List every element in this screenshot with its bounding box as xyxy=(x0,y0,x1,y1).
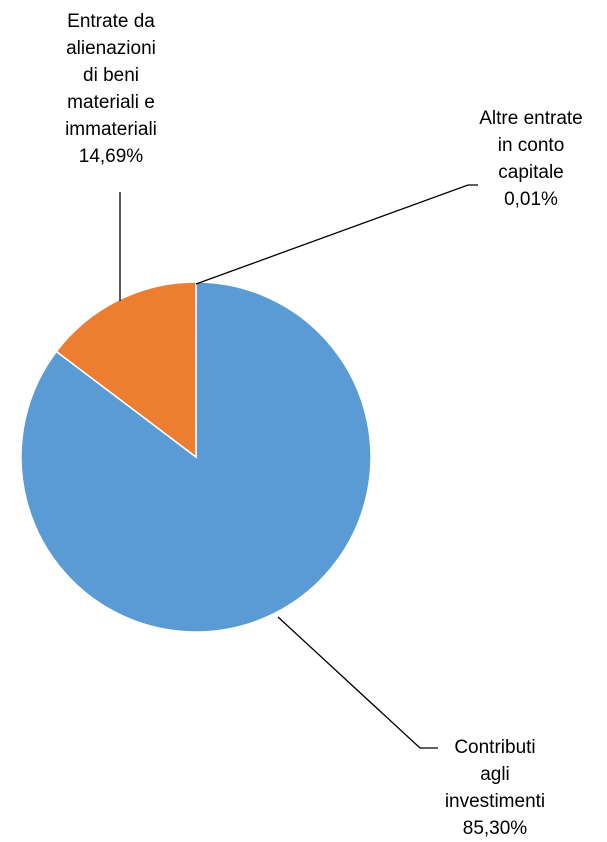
leader-line-0 xyxy=(277,616,438,749)
slice-name-line: Entrate da xyxy=(67,11,155,32)
slice-value-label: 14,69% xyxy=(79,146,144,167)
leader-lines xyxy=(119,184,478,749)
slice-name-line: in conto xyxy=(498,135,565,156)
slice-name-line: agli xyxy=(480,764,510,785)
slice-name-line: materiali e xyxy=(67,92,155,113)
slice-name-line: investimenti xyxy=(445,791,545,812)
slice-labels: Contributi agli investimenti 85,30% Entrate … xyxy=(65,11,583,839)
slice-value-label: 0,01% xyxy=(504,189,558,210)
pie-slice-1 xyxy=(55,281,197,459)
slice-name-line: capitale xyxy=(498,162,564,183)
slice-value-label: 85,30% xyxy=(463,818,528,839)
pie-slices xyxy=(20,281,372,633)
slice-label-1: Entrate da alienazioni di beni materiali e i… xyxy=(65,11,157,167)
slice-name-line: immateriali xyxy=(65,119,157,140)
slice-label-2: Altre entrate in conto capitale 0,01% xyxy=(479,108,583,210)
slice-name-line: Altre entrate xyxy=(479,108,583,129)
leader-line-2 xyxy=(195,184,478,285)
slice-label-0: Contributi agli investimenti 85,30% xyxy=(445,737,545,839)
slice-name-line: Contributi xyxy=(454,737,535,758)
slice-name-line: alienazioni xyxy=(66,38,156,59)
slice-name-line: di beni xyxy=(83,65,139,86)
